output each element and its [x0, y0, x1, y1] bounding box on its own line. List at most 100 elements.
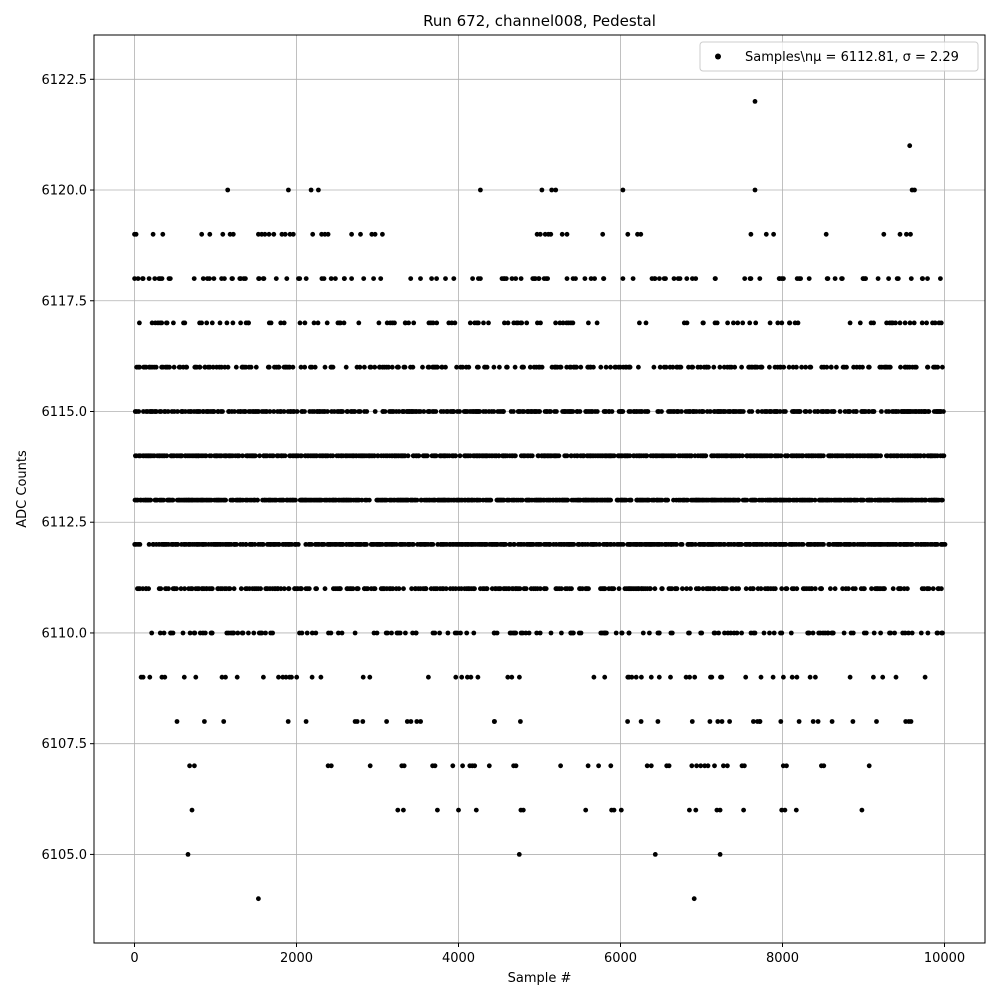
data-point: [571, 542, 577, 547]
data-point: [784, 763, 789, 769]
data-point: [613, 630, 619, 636]
data-point: [491, 364, 497, 370]
data-point: [730, 586, 736, 592]
data-point: [869, 586, 874, 592]
data-point: [248, 364, 254, 370]
data-point: [137, 542, 143, 547]
data-point: [416, 453, 422, 459]
data-point: [478, 187, 483, 193]
data-point: [153, 409, 159, 414]
data-point: [626, 630, 632, 636]
data-point: [209, 320, 215, 326]
data-point: [140, 276, 146, 281]
data-point: [716, 586, 722, 592]
data-point: [158, 586, 164, 592]
data-point: [161, 630, 167, 636]
data-point: [523, 586, 529, 592]
data-point: [504, 364, 510, 370]
data-point: [795, 320, 801, 326]
data-point: [328, 276, 334, 281]
data-point: [255, 497, 260, 503]
data-point: [918, 630, 924, 636]
data-point: [739, 364, 744, 370]
data-point: [755, 409, 761, 414]
data-point: [897, 231, 903, 237]
data-point: [178, 586, 184, 592]
data-point: [509, 674, 515, 680]
data-point: [781, 674, 786, 680]
data-point: [736, 497, 741, 503]
data-point: [635, 231, 640, 237]
data-point: [741, 807, 746, 813]
data-point: [871, 320, 876, 326]
data-point: [549, 187, 555, 193]
data-point: [637, 320, 642, 326]
data-point: [204, 320, 210, 326]
data-point: [603, 364, 609, 370]
data-point: [470, 276, 475, 281]
data-point: [719, 719, 725, 724]
data-point: [192, 763, 197, 769]
data-point: [513, 763, 519, 769]
data-point: [588, 276, 594, 281]
data-point: [328, 763, 334, 769]
data-point: [200, 276, 206, 281]
data-point: [220, 231, 226, 237]
data-point: [380, 231, 385, 237]
data-point: [707, 719, 713, 724]
data-point: [644, 763, 650, 769]
data-point: [655, 719, 661, 724]
data-point: [426, 674, 431, 680]
data-point: [484, 586, 490, 592]
data-point: [231, 586, 237, 592]
data-point: [281, 320, 287, 326]
data-point: [871, 409, 877, 414]
data-point: [199, 231, 205, 237]
data-point: [910, 542, 915, 547]
data-point: [333, 276, 338, 281]
data-point: [752, 99, 758, 104]
data-point: [619, 630, 625, 636]
data-point: [751, 719, 756, 724]
data-point: [356, 320, 362, 326]
data-point: [443, 364, 448, 370]
data-point: [684, 320, 690, 326]
data-point: [652, 586, 658, 592]
data-point: [340, 542, 346, 547]
data-point: [759, 364, 765, 370]
data-point: [694, 763, 699, 769]
data-point: [252, 542, 258, 547]
data-point: [361, 276, 367, 281]
data-point: [473, 807, 479, 813]
data-point: [594, 409, 600, 414]
data-point: [636, 364, 641, 370]
data-point: [847, 674, 853, 680]
data-point: [719, 674, 725, 680]
data-point: [466, 364, 472, 370]
data-point: [592, 276, 597, 281]
data-point: [372, 409, 378, 414]
data-point: [763, 231, 769, 237]
data-point: [574, 364, 579, 370]
data-point: [866, 763, 872, 769]
data-point: [149, 630, 155, 636]
data-point: [396, 409, 402, 414]
x-tick-label: 0: [130, 951, 138, 966]
data-point: [815, 409, 821, 414]
data-point: [497, 364, 502, 370]
data-point: [532, 276, 538, 281]
data-point: [909, 630, 915, 636]
data-point: [794, 674, 800, 680]
data-point: [807, 409, 813, 414]
data-point: [539, 187, 545, 193]
data-point: [263, 630, 268, 636]
data-point: [825, 630, 831, 636]
data-point: [693, 807, 699, 813]
data-point: [304, 630, 310, 636]
data-point: [294, 674, 300, 680]
data-point: [322, 586, 328, 592]
data-point: [460, 763, 465, 769]
data-points: [132, 99, 948, 902]
data-point: [285, 719, 291, 724]
data-point: [513, 453, 518, 459]
